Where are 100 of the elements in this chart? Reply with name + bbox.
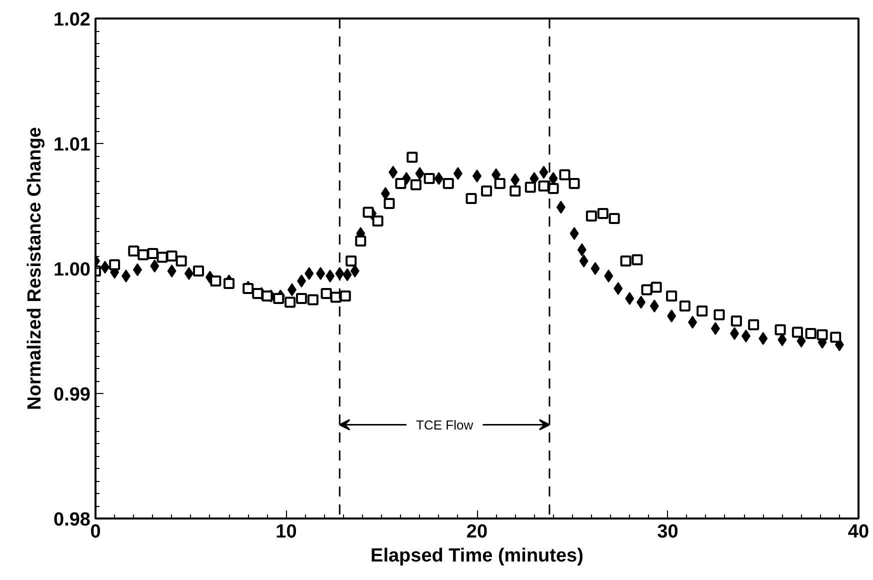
- point: [548, 183, 559, 194]
- point: [577, 243, 586, 256]
- point: [128, 246, 140, 256]
- x-tick-label: 10: [276, 522, 297, 542]
- x-tick-label: 40: [848, 522, 870, 542]
- point: [424, 173, 435, 184]
- point: [342, 268, 352, 282]
- point: [410, 179, 422, 190]
- point: [415, 167, 424, 180]
- point: [284, 296, 296, 308]
- point: [510, 186, 521, 196]
- point: [688, 316, 698, 329]
- point: [388, 166, 398, 179]
- y-axis-title: Normalized Resistance Change: [24, 127, 46, 410]
- point: [210, 276, 222, 286]
- point: [481, 186, 492, 196]
- point: [748, 319, 760, 330]
- point: [679, 300, 690, 312]
- point: [625, 292, 634, 305]
- point: [714, 309, 725, 320]
- y-tick-label: 1.00: [54, 260, 91, 280]
- point: [252, 288, 264, 299]
- point: [307, 294, 318, 306]
- point: [538, 180, 550, 192]
- point: [326, 270, 335, 282]
- point: [466, 193, 477, 204]
- y-tick-label: 1.01: [54, 134, 91, 156]
- point: [150, 260, 160, 272]
- point: [730, 316, 742, 326]
- point: [193, 266, 204, 276]
- point: [262, 290, 273, 302]
- point: [100, 260, 110, 274]
- point: [156, 252, 168, 263]
- point: [778, 333, 787, 346]
- point: [184, 267, 194, 280]
- point: [568, 178, 580, 189]
- annotation: TCE Flow: [416, 417, 474, 432]
- point: [138, 249, 149, 260]
- point: [590, 262, 600, 275]
- point: [650, 282, 662, 293]
- point: [570, 227, 579, 240]
- y-tick-label: 0.98: [54, 510, 91, 530]
- point: [242, 283, 254, 294]
- point: [586, 210, 597, 222]
- point: [297, 274, 306, 288]
- point: [273, 293, 284, 304]
- point: [362, 206, 374, 218]
- point: [539, 166, 548, 179]
- y-tick-label: 0.99: [54, 384, 91, 406]
- x-tick-label: 20: [466, 522, 488, 542]
- point: [524, 182, 536, 193]
- point: [636, 296, 646, 309]
- y-tick-label: 1.02: [54, 10, 91, 30]
- point: [604, 270, 614, 282]
- point: [320, 288, 332, 299]
- point: [614, 282, 623, 295]
- point: [350, 264, 360, 278]
- point: [316, 267, 326, 280]
- point: [380, 187, 390, 200]
- point: [384, 198, 395, 209]
- point: [287, 283, 296, 296]
- point: [816, 329, 828, 340]
- point: [641, 284, 652, 296]
- x-tick-label: 0: [90, 522, 101, 542]
- x-axis-title: Elapsed Time (minutes): [370, 546, 584, 566]
- point: [122, 270, 131, 282]
- point: [730, 327, 740, 340]
- point: [741, 330, 750, 342]
- point: [667, 310, 676, 322]
- point: [710, 322, 720, 335]
- point: [608, 213, 620, 224]
- point: [296, 293, 308, 304]
- point: [510, 173, 520, 186]
- point: [132, 263, 142, 276]
- point: [224, 278, 235, 289]
- point: [774, 324, 786, 336]
- point: [453, 167, 462, 180]
- point: [758, 332, 768, 345]
- x-tick-label: 30: [657, 522, 678, 542]
- point: [579, 254, 588, 268]
- point: [792, 326, 803, 338]
- point: [406, 152, 418, 163]
- point: [395, 178, 406, 189]
- point: [666, 290, 678, 302]
- point: [340, 290, 351, 302]
- point: [355, 236, 366, 246]
- point: [696, 306, 708, 316]
- point: [830, 332, 842, 343]
- point: [556, 200, 566, 214]
- point: [166, 250, 178, 262]
- point: [559, 169, 570, 180]
- point: [109, 259, 120, 270]
- point: [167, 264, 176, 278]
- point: [346, 256, 357, 266]
- point: [434, 172, 444, 185]
- point: [805, 328, 816, 339]
- point: [442, 178, 454, 189]
- point: [632, 254, 643, 266]
- point: [650, 300, 659, 312]
- point: [597, 208, 608, 219]
